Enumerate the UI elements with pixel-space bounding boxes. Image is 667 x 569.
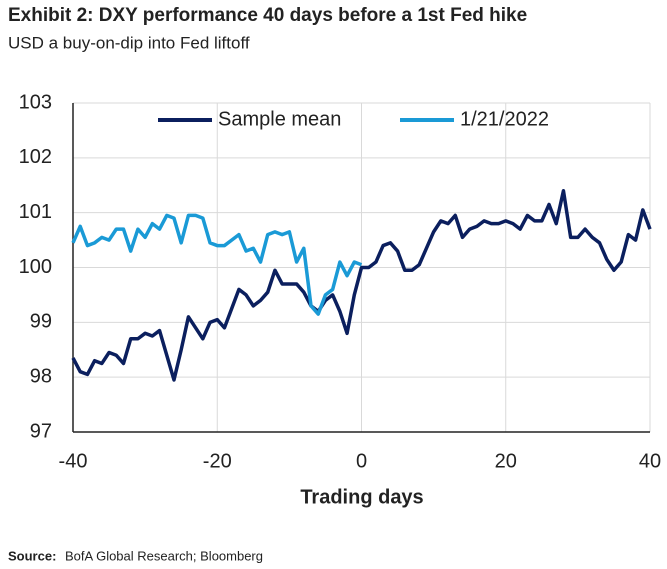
x-tick-label: -20 xyxy=(203,450,232,472)
chart-subtitle: USD a buy-on-dip into Fed liftoff xyxy=(8,33,250,52)
y-tick-label: 97 xyxy=(30,420,52,442)
data-line xyxy=(71,188,652,382)
legend-label: 1/21/2022 xyxy=(460,108,549,130)
x-tick-label: 20 xyxy=(495,450,517,472)
y-tick-label: 98 xyxy=(30,365,52,387)
y-tick-label: 103 xyxy=(19,91,52,113)
y-tick-label: 101 xyxy=(19,201,52,223)
y-tick-label: 100 xyxy=(19,256,52,278)
x-tick-label: -40 xyxy=(59,450,88,472)
x-tick-label: 0 xyxy=(356,450,367,472)
source-label: Source: xyxy=(8,548,56,563)
y-tick-label: 102 xyxy=(19,146,52,168)
x-tick-label: 40 xyxy=(639,450,661,472)
y-tick-label: 99 xyxy=(30,311,52,333)
data-line xyxy=(71,213,363,316)
legend-label: Sample mean xyxy=(218,108,341,130)
x-axis-label: Trading days xyxy=(300,486,423,508)
source: BofA Global Research; Bloomberg xyxy=(65,548,263,563)
chart-title: Exhibit 2: DXY performance 40 days befor… xyxy=(8,5,527,26)
